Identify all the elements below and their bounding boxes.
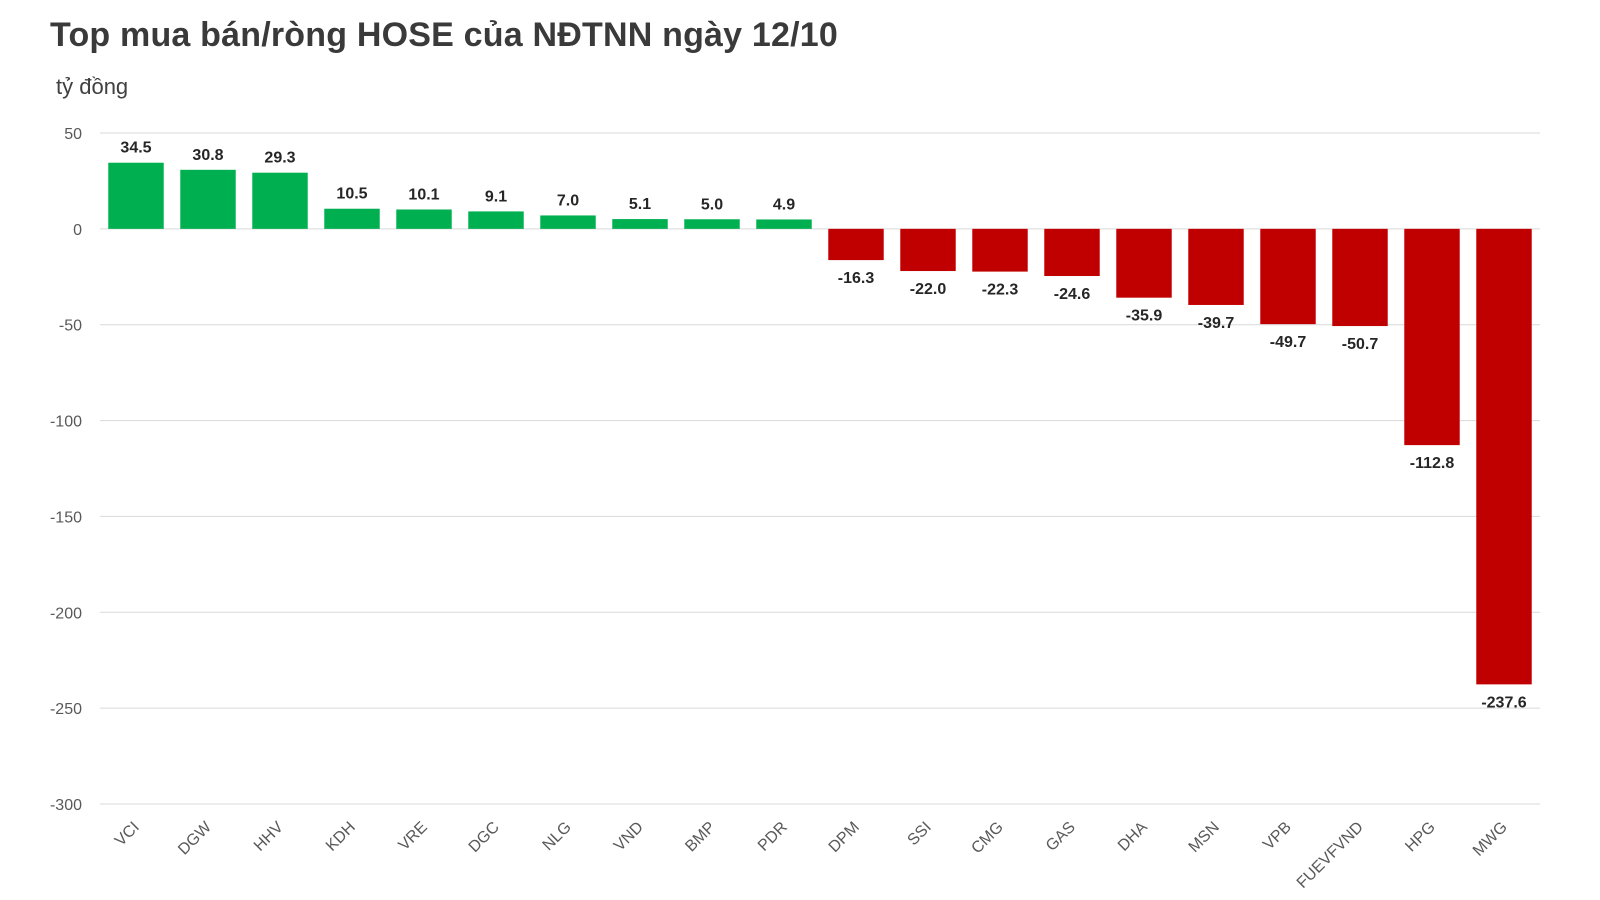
bar-fuevfvnd (1332, 228, 1388, 327)
bar-hpg (1404, 228, 1460, 446)
bar-dha (1116, 228, 1172, 298)
data-label: 5.1 (629, 196, 651, 213)
x-category-label: SSI (905, 819, 935, 849)
bar-mwg (1476, 228, 1532, 685)
x-category-label: VPB (1260, 819, 1295, 854)
data-label: -49.7 (1270, 334, 1307, 351)
y-tick-label: -300 (50, 797, 82, 814)
data-label: -39.7 (1198, 315, 1235, 332)
x-category-label: GAS (1043, 819, 1079, 855)
x-category-label: DPM (826, 819, 863, 856)
y-tick-label: -150 (50, 509, 82, 526)
data-label: -35.9 (1126, 308, 1163, 325)
bar-hhv (252, 172, 308, 229)
bar-kdh (324, 208, 380, 229)
data-label: 10.1 (408, 186, 439, 203)
x-category-label: VRE (396, 819, 431, 854)
bar-vpb (1260, 228, 1316, 325)
data-label: 34.5 (120, 140, 151, 157)
x-category-label: KDH (323, 819, 359, 855)
bar-nlg (540, 215, 596, 229)
data-label: 29.3 (264, 150, 295, 167)
x-category-label: HHV (251, 819, 287, 855)
bar-vnd (612, 219, 668, 229)
x-category-label: VCI (112, 819, 143, 850)
x-category-label: BMP (682, 819, 719, 856)
data-label: -24.6 (1054, 286, 1091, 303)
x-category-label: HPG (1402, 819, 1439, 856)
x-category-label: VND (611, 819, 647, 855)
y-tick-label: -100 (50, 414, 82, 431)
data-label: 5.0 (701, 196, 723, 213)
bar-vci (108, 162, 164, 229)
bar-gas (1044, 228, 1100, 277)
x-category-label: MSN (1186, 819, 1223, 856)
x-category-label: DHA (1115, 819, 1151, 855)
data-label: 10.5 (336, 186, 367, 203)
y-tick-label: -200 (50, 605, 82, 622)
chart-title: Top mua bán/ròng HOSE của NĐTNN ngày 12/… (50, 16, 839, 54)
data-label: 9.1 (485, 188, 507, 205)
bar-cmg (972, 228, 1028, 272)
data-label: -50.7 (1342, 336, 1379, 353)
x-category-label: CMG (968, 819, 1006, 857)
data-label: -22.0 (910, 281, 947, 298)
data-label: 4.9 (773, 196, 795, 213)
data-label: -22.3 (982, 282, 1019, 299)
bar-vre (396, 209, 452, 229)
x-category-label: DGC (466, 819, 503, 856)
x-category-label: MWG (1470, 819, 1511, 860)
data-label: -16.3 (838, 270, 875, 287)
y-axis-unit-label: tỷ đồng (56, 74, 129, 99)
bar-pdr (756, 219, 812, 229)
y-tick-label: 0 (73, 222, 82, 239)
x-category-label: DGW (175, 818, 215, 858)
data-label: -112.8 (1410, 455, 1455, 472)
x-category-label: PDR (755, 819, 791, 855)
y-tick-label: 50 (64, 126, 82, 143)
x-category-label: FUEVFVND (1294, 819, 1367, 892)
bar-ssi (900, 228, 956, 272)
data-label: 30.8 (192, 147, 223, 164)
bar-dgw (180, 169, 236, 229)
data-label: -237.6 (1481, 694, 1526, 711)
bar-msn (1188, 228, 1244, 305)
data-label: 7.0 (557, 192, 579, 209)
x-category-label: NLG (540, 819, 575, 854)
bar-dpm (828, 228, 884, 261)
bar-dgc (468, 211, 524, 229)
y-tick-label: -250 (50, 701, 82, 718)
bar-bmp (684, 219, 740, 229)
y-tick-label: -50 (59, 318, 82, 335)
